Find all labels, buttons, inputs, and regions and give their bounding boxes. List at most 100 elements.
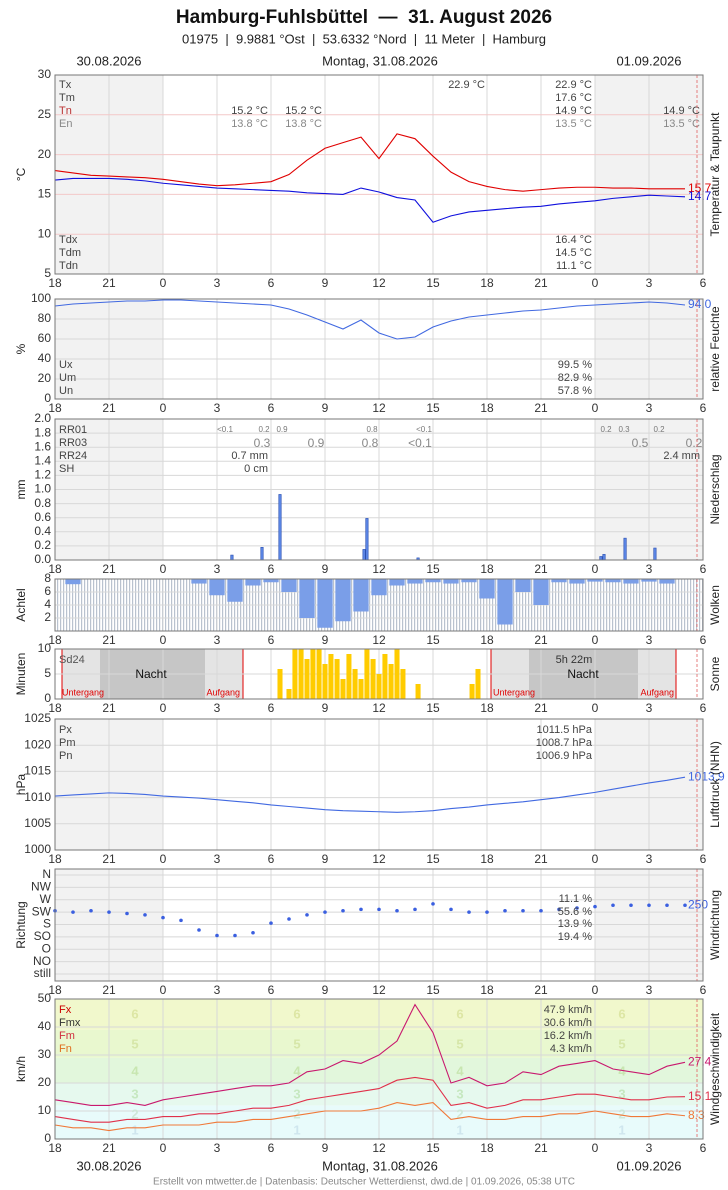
y-tick-label: 0 <box>44 391 51 405</box>
x-tick-label: 6 <box>268 852 275 866</box>
panel: 18 21 0 3 6 9 12 15 18 21 0 3 6010203040501234561234… <box>14 991 722 1155</box>
series-line <box>54 1102 686 1132</box>
annotation: 14.9 °C <box>555 105 592 117</box>
x-tick-label: 21 <box>102 401 116 415</box>
annotation: 17.6 °C <box>555 92 592 104</box>
beaufort-label: 3 <box>456 1086 463 1101</box>
beaufort-label: 5 <box>131 1036 138 1051</box>
x-tick-label: 3 <box>646 401 653 415</box>
x-tick-label: 15 <box>426 401 440 415</box>
x-tick-label: 0 <box>160 983 167 997</box>
annotation: 0.2 <box>686 436 703 450</box>
annotation: 0.2 <box>653 425 665 434</box>
annotation: Nacht <box>135 667 167 681</box>
bar <box>352 669 358 699</box>
direction-point <box>197 928 201 932</box>
x-tick-label: 21 <box>102 276 116 290</box>
bar <box>659 579 675 584</box>
x-tick-label: 21 <box>534 401 548 415</box>
annotation: RR01 <box>59 424 87 436</box>
x-tick-label: 18 <box>480 983 494 997</box>
y-tick-label: 5 <box>44 266 51 280</box>
panel-frame <box>54 998 704 1140</box>
panel-title: Wolken <box>708 585 722 625</box>
x-tick-label: 21 <box>102 852 116 866</box>
y-tick-label: 30 <box>38 67 52 81</box>
panel-title: Windgeschwindigkeit <box>708 1012 722 1125</box>
x-tick-label: 15 <box>426 562 440 576</box>
x-tick-label: 18 <box>480 633 494 647</box>
x-tick-label: 0 <box>592 852 599 866</box>
bar <box>191 579 207 584</box>
panel-title: relative Feuchte <box>708 306 722 392</box>
y-tick-label: still <box>34 966 51 980</box>
annotation: 14.9 °C <box>663 105 700 117</box>
direction-point <box>269 921 273 925</box>
series-line <box>54 1003 686 1106</box>
annotation: Tdx <box>59 234 78 246</box>
x-tick-label: 9 <box>322 276 329 290</box>
x-tick-label: 3 <box>214 633 221 647</box>
y-tick-label: 20 <box>38 371 52 385</box>
y-tick-label: 10 <box>38 641 52 655</box>
direction-point <box>179 918 183 923</box>
beaufort-label: 2 <box>456 1106 463 1121</box>
x-tick-label: 6 <box>268 562 275 576</box>
x-tick-label: 0 <box>592 633 599 647</box>
annotation: RR24 <box>59 450 87 462</box>
annotation: 22.9 °C <box>448 79 485 91</box>
annotation: 16.4 °C <box>555 234 592 246</box>
panel-frame <box>54 298 704 400</box>
direction-point <box>395 908 399 913</box>
x-tick-label: 3 <box>214 852 221 866</box>
y-axis-label: °C <box>14 167 28 181</box>
annotation: Ux <box>59 359 73 371</box>
bar <box>65 579 81 585</box>
x-tick-label: 15 <box>426 1141 440 1155</box>
end-label: 94.0 <box>688 297 712 311</box>
direction-point <box>89 908 93 913</box>
bar <box>388 664 394 699</box>
x-tick-label: 18 <box>48 852 62 866</box>
end-label: 14.7 <box>688 189 712 203</box>
annotation: Un <box>59 385 73 397</box>
annotation: <0.1 <box>217 425 233 434</box>
x-tick-label: 18 <box>48 983 62 997</box>
direction-point <box>629 903 633 908</box>
x-tick-label: 0 <box>160 401 167 415</box>
direction-point <box>647 903 651 908</box>
credit: Erstellt von mtwetter.de | Datenbasis: D… <box>153 1177 575 1188</box>
x-tick-label: 9 <box>322 852 329 866</box>
y-tick-label: 1.6 <box>34 439 51 453</box>
bar <box>605 579 621 583</box>
x-tick-label: 3 <box>214 983 221 997</box>
y-tick-label: 1.2 <box>34 468 51 482</box>
bar <box>278 494 282 561</box>
direction-point <box>359 907 363 912</box>
beaufort-label: 3 <box>131 1086 138 1101</box>
annotation: 19.4 % <box>558 931 592 943</box>
x-tick-label: 3 <box>646 1141 653 1155</box>
direction-point <box>665 903 669 908</box>
annotation: 0 cm <box>244 463 268 475</box>
bar <box>292 649 298 699</box>
bar <box>497 579 513 625</box>
beaufort-label: 2 <box>293 1106 300 1121</box>
annotation: 16.2 km/h <box>544 1030 592 1042</box>
annotation: 1011.5 hPa <box>537 724 593 736</box>
x-tick-label: 12 <box>372 983 386 997</box>
annotation: 13.5 °C <box>555 118 592 130</box>
x-tick-label: 12 <box>372 562 386 576</box>
date-center: Montag, 31.08.2026 <box>322 1158 438 1173</box>
beaufort-label: 1 <box>131 1122 138 1137</box>
bar <box>322 664 328 699</box>
annotation: 11.1 °C <box>556 260 592 272</box>
x-tick-label: 0 <box>160 1141 167 1155</box>
panel-frame <box>54 718 704 851</box>
x-tick-label: 3 <box>214 276 221 290</box>
date-right: 01.09.2026 <box>616 1158 681 1173</box>
bar <box>475 669 481 699</box>
y-axis-label: % <box>14 343 28 354</box>
x-tick-label: 0 <box>592 276 599 290</box>
y-tick-label: 0 <box>44 691 51 705</box>
